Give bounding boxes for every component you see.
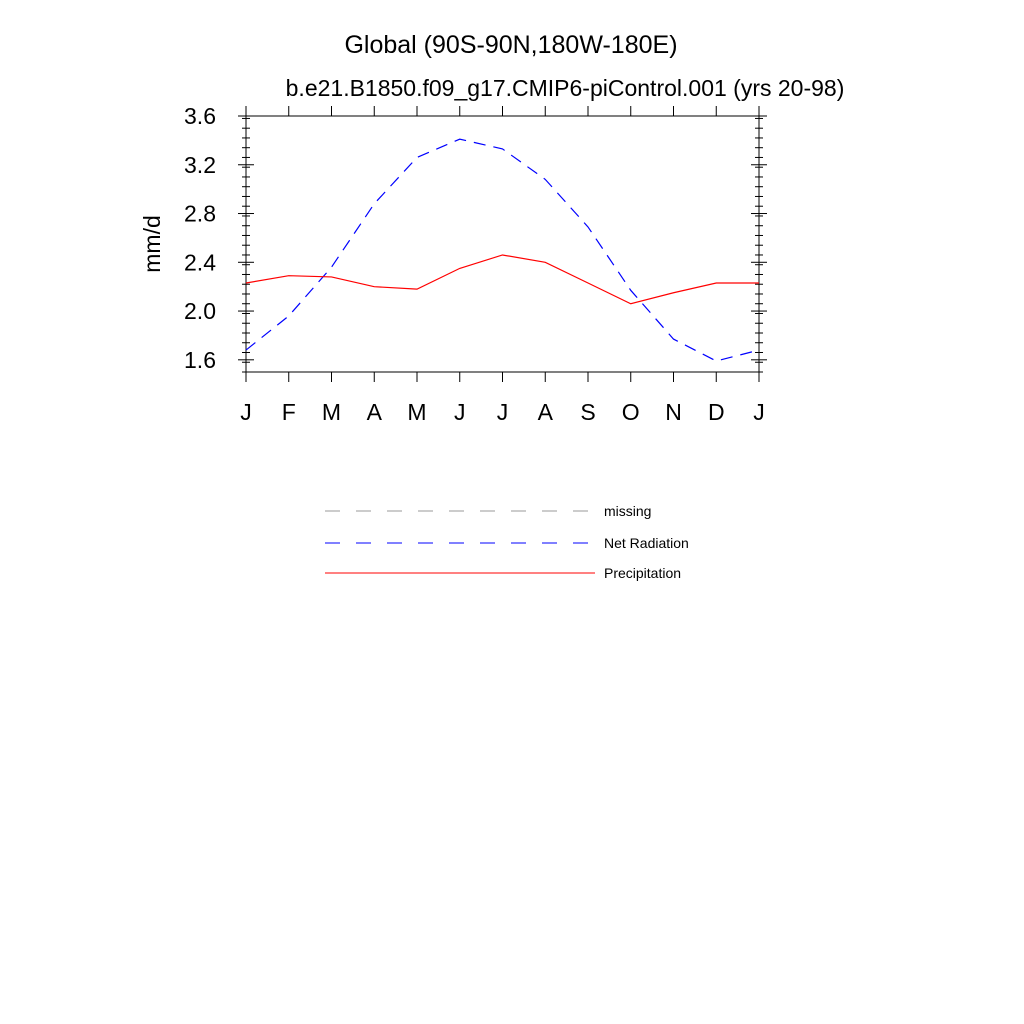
y-tick-label: 2.0: [184, 298, 216, 324]
x-tick-label: M: [322, 399, 341, 425]
plot-frame: [245, 115, 760, 373]
x-tick-label: O: [622, 399, 640, 425]
legend-label: Net Radiation: [604, 535, 689, 551]
y-tick-label: 1.6: [184, 347, 216, 373]
y-tick-label: 3.6: [184, 103, 216, 129]
x-tick-label: J: [454, 399, 466, 425]
series-lines: [245, 138, 760, 362]
x-tick-label: M: [407, 399, 426, 425]
axis-ticks: 1.62.02.42.83.23.6J F M A M J J A S O N D J: [184, 103, 767, 425]
x-tick-label: D: [708, 399, 725, 425]
y-tick-label: 2.8: [184, 201, 216, 227]
y-tick-label: 2.4: [184, 249, 216, 275]
y-axis-label: mm/d: [139, 215, 165, 273]
x-tick-label: J: [497, 399, 509, 425]
x-tick-label: S: [580, 399, 595, 425]
x-tick-label: F: [282, 399, 296, 425]
chart-title: Global (90S-90N,180W-180E): [344, 31, 677, 59]
legend-label: Precipitation: [604, 565, 681, 581]
x-tick-label: J: [753, 399, 765, 425]
x-tick-label: A: [367, 399, 383, 425]
y-tick-label: 3.2: [184, 152, 216, 178]
x-tick-label: J: [240, 399, 252, 425]
legend: missing Net Radiation Precipitation: [325, 503, 689, 581]
x-tick-label: A: [538, 399, 554, 425]
series-line-precipitation: [245, 254, 759, 305]
chart-subtitle: b.e21.B1850.f09_g17.CMIP6-piControl.001 …: [286, 75, 845, 101]
series-line-net-radiation: [245, 138, 760, 362]
x-tick-label: N: [665, 399, 682, 425]
legend-label: missing: [604, 503, 651, 519]
